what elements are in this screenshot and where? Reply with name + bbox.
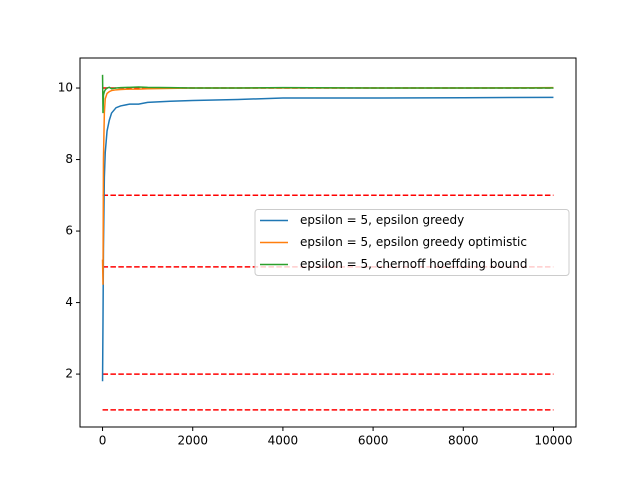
- y-tick-label: 2: [65, 367, 73, 381]
- x-tick-label: 0: [99, 434, 107, 448]
- x-tick-label: 4000: [268, 434, 299, 448]
- y-tick-label: 8: [65, 152, 73, 166]
- axes-frame: [79, 57, 577, 428]
- y-tick-label: 10: [58, 81, 73, 95]
- series-line: [101, 96, 554, 382]
- x-tick-label: 8000: [448, 434, 479, 448]
- legend-label: epsilon = 5, epsilon greedy: [300, 213, 464, 227]
- legend-box: [254, 209, 570, 276]
- x-tick-label: 2000: [177, 434, 208, 448]
- legend-label: epsilon = 5, chernoff hoeffding bound: [300, 257, 528, 271]
- y-tick-label: 6: [65, 224, 73, 238]
- x-tick-label: 6000: [358, 434, 389, 448]
- series-line: [101, 74, 554, 114]
- x-tick-label: 10000: [534, 434, 572, 448]
- legend-label: epsilon = 5, epsilon greedy optimistic: [300, 235, 527, 249]
- y-tick-label: 4: [65, 295, 73, 309]
- legend: epsilon = 5, epsilon greedy epsilon = 5, …: [254, 209, 570, 276]
